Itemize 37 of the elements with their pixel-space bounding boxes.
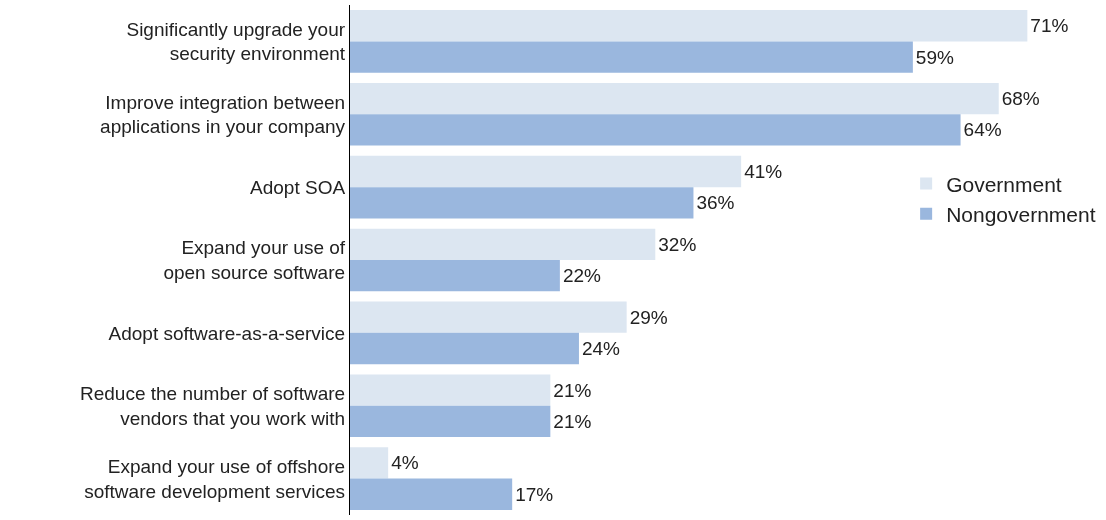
y-tick-label: Adopt software-as-a-service <box>108 322 346 344</box>
y-tick-label: Expand your use of open source software <box>163 237 346 283</box>
data-label: 29% <box>629 306 668 328</box>
y-tick-label: Improve integration between applications in your company <box>100 91 346 138</box>
bar <box>350 478 513 510</box>
data-label: 36% <box>696 192 735 214</box>
data-label: 64% <box>963 119 1002 141</box>
bar <box>350 10 1028 42</box>
legend-label: Government <box>946 172 1062 196</box>
legend-label: Nongovernment <box>946 202 1096 226</box>
data-label: 21% <box>553 410 592 432</box>
bar <box>350 155 742 188</box>
data-label: 4% <box>391 452 419 474</box>
bar <box>350 374 551 406</box>
data-label: 41% <box>744 160 783 182</box>
bar <box>350 114 961 146</box>
y-tick-label: Expand your use of offshore software development services <box>84 455 346 502</box>
data-label: 59% <box>915 46 954 68</box>
data-label: 24% <box>581 338 621 360</box>
bar <box>350 260 560 292</box>
bar <box>350 187 694 219</box>
bar <box>350 332 579 365</box>
y-tick-label: Reduce the number of software vendors that you work with <box>80 383 346 429</box>
bar <box>350 228 656 260</box>
bar <box>350 301 627 333</box>
data-label: 32% <box>658 233 697 255</box>
y-tick-label: Adopt SOA <box>250 176 346 198</box>
bar <box>350 41 913 73</box>
data-label: 22% <box>562 265 602 287</box>
data-label: 68% <box>1001 88 1040 110</box>
bar <box>350 447 389 479</box>
y-tick-label: Significantly upgrade your security environment <box>126 18 346 65</box>
data-label: 71% <box>1030 15 1069 37</box>
bar <box>350 82 999 115</box>
data-label: 17% <box>515 483 554 505</box>
data-label: 21% <box>553 379 592 401</box>
bar <box>350 405 551 438</box>
